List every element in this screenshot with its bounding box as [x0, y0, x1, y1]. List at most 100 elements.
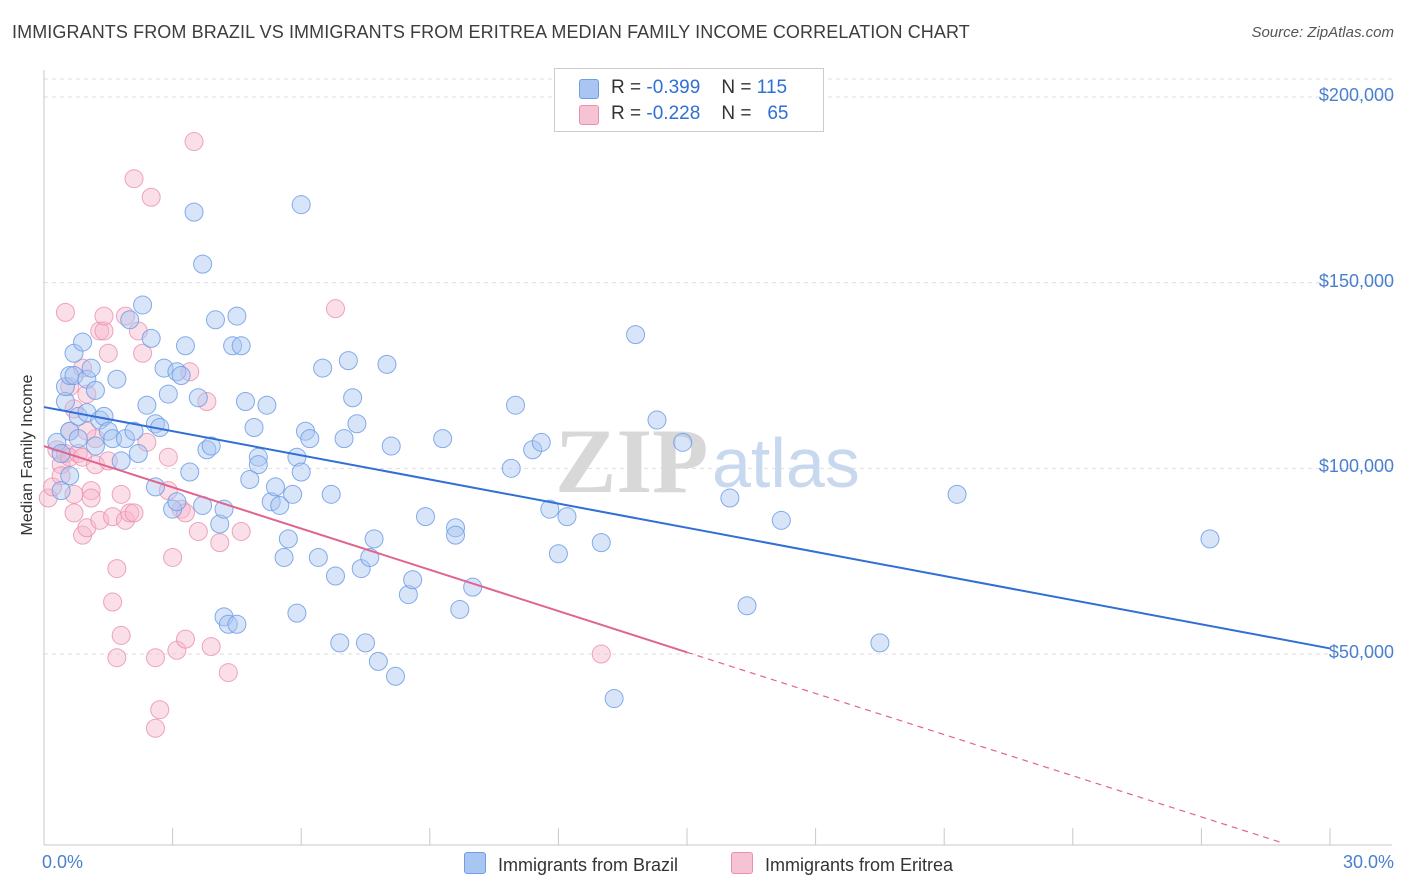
brazil-point	[947, 484, 967, 504]
eritrea-point	[107, 648, 127, 668]
bottom-legend-eritrea-swatch	[731, 852, 753, 874]
legend-r-label: R =	[611, 103, 642, 124]
brazil-point	[377, 354, 397, 374]
eritrea-point	[94, 306, 114, 326]
brazil-point	[433, 429, 453, 449]
brazil-point	[68, 429, 88, 449]
brazil-point	[531, 432, 551, 452]
brazil-point	[270, 495, 290, 515]
brazil-trend-line	[43, 406, 1331, 650]
eritrea-point	[145, 718, 165, 738]
eritrea-point	[64, 503, 84, 523]
y-tick-label: $200,000	[1318, 85, 1394, 105]
eritrea-point	[81, 481, 101, 501]
brazil-point	[647, 410, 667, 430]
eritrea-point	[90, 321, 110, 341]
chart-source: Source: ZipAtlas.com	[1251, 24, 1394, 41]
brazil-point	[81, 358, 101, 378]
brazil-point	[283, 484, 303, 504]
legend-n-value-brazil: 115	[756, 77, 788, 98]
brazil-point	[325, 566, 345, 586]
brazil-point	[557, 507, 577, 527]
brazil-point	[184, 202, 204, 222]
brazil-point	[386, 666, 406, 686]
brazil-point	[403, 570, 423, 590]
legend-r-value-brazil: -0.399	[646, 77, 701, 98]
brazil-point	[450, 599, 470, 619]
brazil-point	[265, 477, 285, 497]
gridlines	[44, 78, 1392, 655]
brazil-point	[257, 395, 277, 415]
eritrea-point	[184, 132, 204, 152]
brazil-point	[364, 529, 384, 549]
eritrea-point	[158, 447, 178, 467]
brazil-point	[771, 510, 791, 530]
eritrea-point	[111, 484, 131, 504]
eritrea-trend-extension	[686, 651, 1284, 844]
brazil-point	[231, 336, 251, 356]
brazil-point	[235, 391, 255, 411]
trend-lines	[43, 406, 1331, 844]
brazil-point	[85, 436, 105, 456]
bottom-legend-eritrea: Immigrants from Eritrea	[731, 852, 953, 876]
brazil-point	[446, 518, 466, 538]
y-tick-label: $150,000	[1318, 270, 1394, 291]
brazil-point	[548, 544, 568, 564]
brazil-point	[334, 429, 354, 449]
brazil-point	[210, 514, 230, 534]
brazil-point	[137, 395, 157, 415]
brazil-point	[398, 585, 418, 605]
brazil-point	[291, 462, 311, 482]
brazil-point	[240, 469, 260, 489]
eritrea-point	[163, 547, 183, 567]
brazil-point	[368, 651, 388, 671]
brazil-point	[171, 366, 191, 385]
brazil-point	[111, 451, 131, 471]
x-tick-max: 30.0%	[1342, 852, 1394, 872]
brazil-point	[60, 466, 80, 486]
eritrea-trend-line	[43, 445, 688, 654]
eritrea-point	[111, 625, 131, 645]
eritrea-point	[201, 637, 221, 657]
brazil-point	[506, 395, 526, 415]
eritrea-point	[90, 510, 110, 530]
axes	[43, 70, 1392, 846]
brazil-points	[47, 195, 1220, 709]
brazil-point	[128, 443, 148, 463]
legend-n-label: N =	[721, 103, 752, 124]
brazil-point	[416, 507, 436, 527]
legend-n-value-eritrea: 65	[767, 103, 789, 124]
eritrea-point	[218, 663, 238, 683]
watermark: ZIP atlas	[555, 410, 860, 512]
brazil-point	[141, 328, 161, 348]
eritrea-point	[188, 521, 208, 541]
brazil-point	[278, 529, 298, 549]
brazil-point	[158, 384, 178, 404]
brazil-point	[205, 310, 225, 330]
brazil-point	[313, 358, 333, 378]
brazil-point	[870, 633, 890, 653]
brazil-point	[330, 633, 350, 653]
eritrea-point	[107, 559, 127, 579]
brazil-point	[737, 596, 757, 616]
brazil-point	[167, 492, 187, 512]
watermark-atlas: atlas	[712, 424, 860, 502]
brazil-point	[107, 369, 127, 389]
eritrea-point	[133, 343, 153, 363]
brazil-point	[308, 547, 328, 567]
brazil-point	[64, 366, 84, 385]
bottom-legend-brazil: Immigrants from Brazil	[464, 852, 678, 876]
watermark-zip: ZIP	[555, 410, 708, 512]
bottom-legend-eritrea-label: Immigrants from Eritrea	[765, 855, 954, 875]
eritrea-swatch	[579, 105, 599, 125]
brazil-point	[604, 689, 624, 709]
brazil-point	[446, 525, 466, 545]
eritrea-point	[150, 700, 170, 720]
brazil-point	[591, 533, 611, 553]
chart-title: IMMIGRANTS FROM BRAZIL VS IMMIGRANTS FRO…	[12, 22, 970, 42]
eritrea-point	[325, 299, 345, 319]
eritrea-point	[120, 503, 140, 523]
legend-r-label: R =	[611, 77, 642, 98]
brazil-point	[287, 603, 307, 623]
